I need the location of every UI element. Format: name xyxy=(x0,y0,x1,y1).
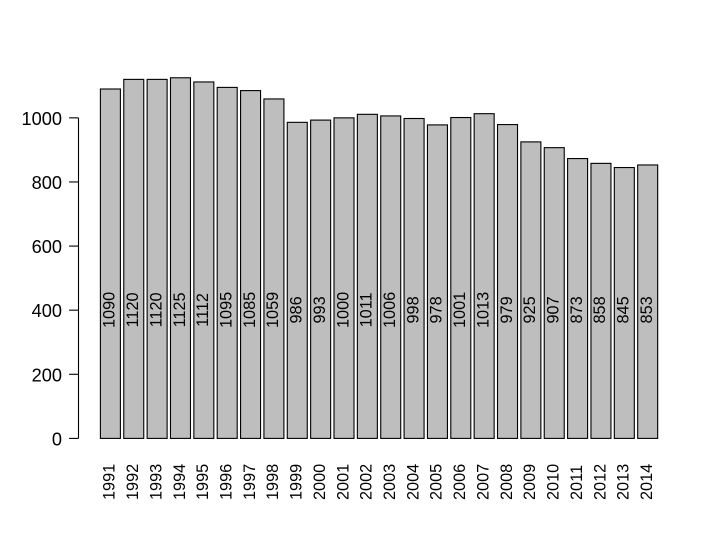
svg-text:1011: 1011 xyxy=(358,292,376,327)
svg-text:1059: 1059 xyxy=(264,292,282,328)
svg-text:2014: 2014 xyxy=(638,464,656,500)
svg-text:1993: 1993 xyxy=(147,464,165,500)
svg-text:1120: 1120 xyxy=(124,292,142,327)
svg-text:800: 800 xyxy=(32,173,62,193)
svg-text:2008: 2008 xyxy=(498,464,516,500)
svg-text:979: 979 xyxy=(498,296,516,323)
svg-text:2012: 2012 xyxy=(591,464,609,500)
svg-text:1001: 1001 xyxy=(451,292,469,328)
svg-text:1995: 1995 xyxy=(194,464,212,500)
svg-text:1994: 1994 xyxy=(171,464,189,500)
svg-text:1112: 1112 xyxy=(194,293,212,327)
svg-text:853: 853 xyxy=(638,296,656,323)
svg-text:1125: 1125 xyxy=(171,292,189,327)
svg-text:998: 998 xyxy=(404,296,422,323)
svg-text:2001: 2001 xyxy=(334,464,352,500)
svg-text:1000: 1000 xyxy=(334,292,352,328)
svg-text:845: 845 xyxy=(615,296,633,323)
svg-text:2005: 2005 xyxy=(428,464,446,500)
svg-text:1006: 1006 xyxy=(381,292,399,328)
svg-text:986: 986 xyxy=(288,296,306,323)
svg-text:1000: 1000 xyxy=(22,109,62,129)
svg-text:1085: 1085 xyxy=(241,292,259,328)
svg-text:1997: 1997 xyxy=(241,464,259,500)
svg-text:400: 400 xyxy=(32,301,62,321)
svg-text:978: 978 xyxy=(428,296,446,323)
svg-text:993: 993 xyxy=(311,296,329,323)
svg-text:1120: 1120 xyxy=(147,292,165,327)
svg-text:1095: 1095 xyxy=(217,292,235,328)
svg-text:1090: 1090 xyxy=(101,292,119,328)
svg-text:600: 600 xyxy=(32,237,62,257)
svg-text:200: 200 xyxy=(32,365,62,385)
svg-text:2007: 2007 xyxy=(474,464,492,500)
svg-text:1013: 1013 xyxy=(474,292,492,328)
svg-text:873: 873 xyxy=(568,296,586,323)
svg-text:2011: 2011 xyxy=(568,465,586,500)
svg-text:925: 925 xyxy=(521,296,539,323)
svg-text:2004: 2004 xyxy=(404,464,422,500)
svg-text:1996: 1996 xyxy=(217,464,235,500)
svg-text:0: 0 xyxy=(52,429,62,449)
svg-text:1991: 1991 xyxy=(101,464,119,500)
svg-text:1998: 1998 xyxy=(264,464,282,500)
svg-text:2002: 2002 xyxy=(358,464,376,500)
svg-text:2013: 2013 xyxy=(615,464,633,500)
svg-text:858: 858 xyxy=(591,296,609,323)
svg-text:2000: 2000 xyxy=(311,464,329,500)
svg-text:1992: 1992 xyxy=(124,464,142,500)
svg-text:1999: 1999 xyxy=(288,464,306,500)
svg-text:907: 907 xyxy=(545,296,563,323)
svg-text:2003: 2003 xyxy=(381,464,399,500)
svg-text:2009: 2009 xyxy=(521,464,539,500)
svg-text:2010: 2010 xyxy=(545,464,563,500)
svg-text:2006: 2006 xyxy=(451,464,469,500)
